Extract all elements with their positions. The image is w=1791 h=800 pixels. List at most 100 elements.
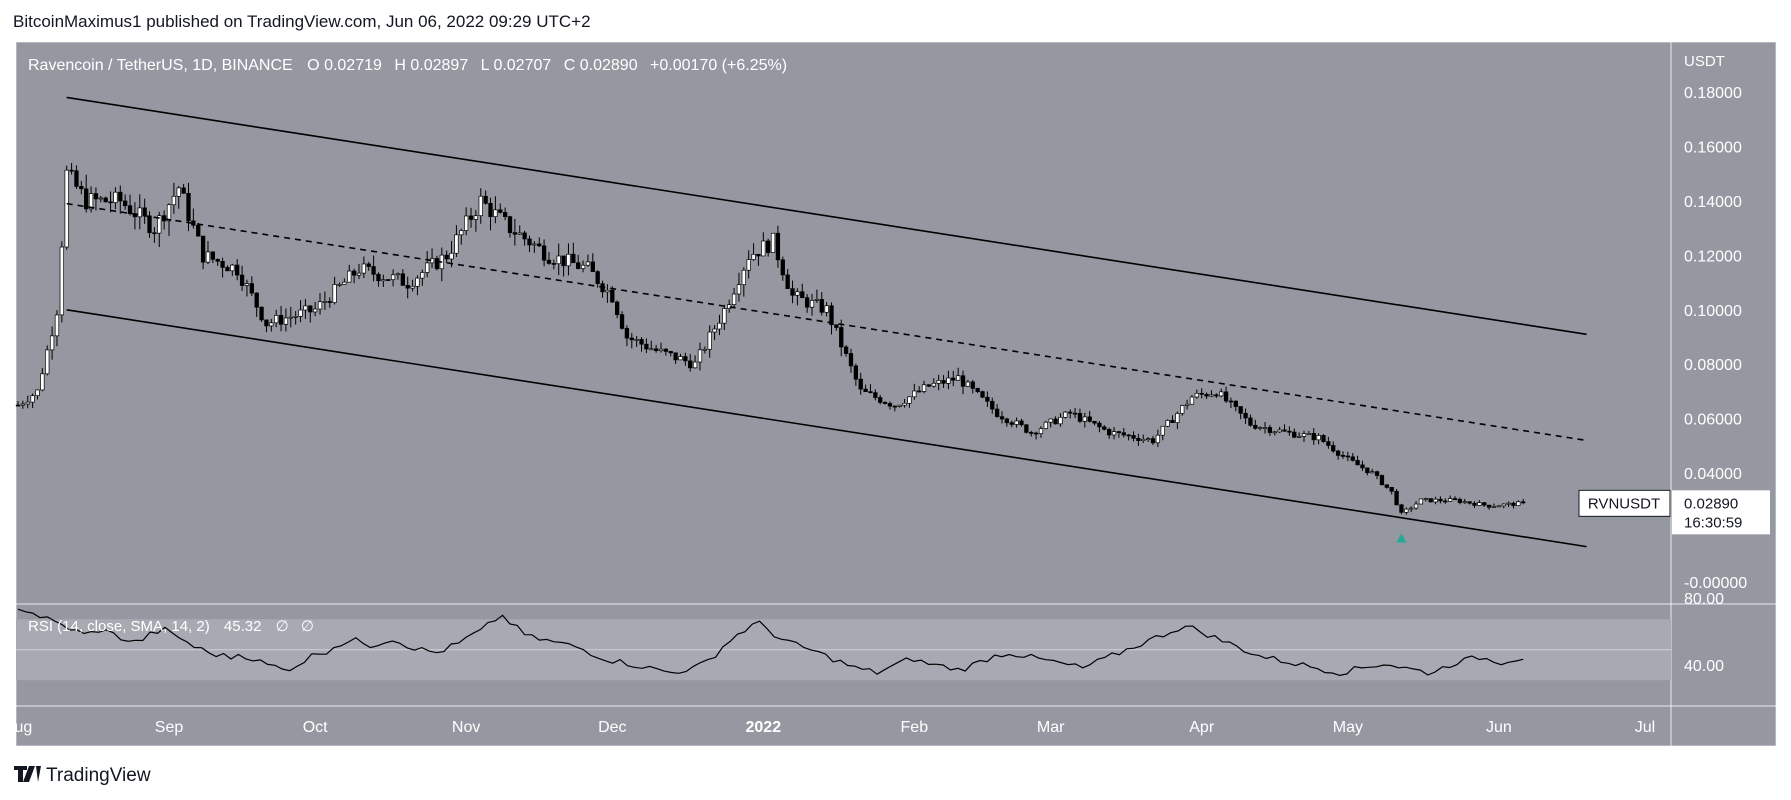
candle-body bbox=[371, 266, 376, 275]
candle-body bbox=[269, 322, 274, 327]
time-tick: Mar bbox=[1037, 719, 1065, 736]
candle-body bbox=[717, 322, 722, 330]
price-tick: 0.10000 bbox=[1684, 303, 1742, 320]
rsi-tick-labels: 80.00 40.00 bbox=[1684, 591, 1724, 675]
candle-body bbox=[1131, 435, 1136, 439]
candle-body bbox=[1116, 431, 1122, 434]
time-tick: 2022 bbox=[746, 719, 782, 736]
candle-body bbox=[1457, 498, 1463, 503]
candle-body bbox=[425, 262, 430, 273]
candle-body bbox=[1223, 391, 1229, 402]
candle-body bbox=[585, 261, 591, 266]
candle-body bbox=[230, 264, 235, 272]
candle-body bbox=[312, 308, 318, 313]
symbol-legend[interactable]: Ravencoin / TetherUS, 1D, BINANCE O 0.02… bbox=[28, 57, 787, 74]
price-pane[interactable] bbox=[16, 42, 1671, 604]
candle-body bbox=[337, 284, 342, 286]
candle-body bbox=[1033, 432, 1039, 435]
tradingview-logo[interactable]: TradingView bbox=[14, 765, 151, 786]
price-tick: 0.14000 bbox=[1684, 194, 1742, 211]
candle-body bbox=[157, 215, 162, 234]
candle-body bbox=[454, 234, 459, 254]
price-tick: 0.18000 bbox=[1684, 85, 1742, 102]
last-price-value: 0.02890 bbox=[1684, 495, 1738, 512]
candle-body bbox=[220, 261, 225, 268]
legend-open-label: O bbox=[307, 57, 319, 74]
mid-channel bbox=[66, 202, 1587, 442]
candle-body bbox=[780, 259, 785, 276]
candle-body bbox=[342, 281, 347, 285]
candle-body bbox=[824, 305, 829, 313]
price-scale[interactable] bbox=[1671, 42, 1776, 706]
candle-body bbox=[274, 315, 279, 324]
legend-change: +0.00170 (+6.25%) bbox=[650, 57, 787, 74]
candle-body bbox=[1438, 498, 1443, 502]
candle-body bbox=[113, 191, 118, 203]
ticker-tag-box bbox=[1578, 489, 1671, 517]
price-tick: 0.06000 bbox=[1684, 412, 1742, 429]
candle-series bbox=[15, 162, 1526, 515]
candle-body bbox=[741, 269, 746, 286]
candle-body bbox=[244, 283, 250, 286]
candle-body bbox=[912, 390, 917, 398]
candle-body bbox=[1038, 428, 1044, 435]
candle-body bbox=[956, 375, 961, 381]
candle-body bbox=[692, 361, 698, 369]
candle-body bbox=[702, 348, 707, 351]
candle-body bbox=[1214, 394, 1219, 397]
candle-body bbox=[1136, 437, 1141, 441]
candle-body bbox=[1384, 484, 1389, 488]
candle-body bbox=[546, 259, 552, 264]
rsi-legend-extra1: ∅ bbox=[276, 618, 289, 635]
rsi-legend[interactable]: RSI (14, close, SMA, 14, 2) 45.32 ∅ ∅ bbox=[28, 618, 314, 635]
candle-body bbox=[1267, 427, 1273, 433]
candle-body bbox=[1107, 429, 1112, 436]
candle-body bbox=[20, 403, 26, 406]
candle-body bbox=[1379, 475, 1385, 486]
candle-body bbox=[444, 254, 449, 260]
candle-body bbox=[1418, 498, 1424, 505]
candle-body bbox=[473, 215, 479, 220]
candle-body bbox=[1272, 431, 1277, 434]
candle-body bbox=[921, 384, 927, 392]
price-tick: 0.16000 bbox=[1684, 139, 1742, 156]
candle-body bbox=[1399, 504, 1404, 513]
candle-body bbox=[356, 272, 362, 276]
candle-body bbox=[166, 204, 172, 222]
candle-body bbox=[1243, 412, 1248, 419]
candle-body bbox=[1121, 432, 1126, 436]
time-axis[interactable] bbox=[16, 706, 1776, 746]
candle-body bbox=[946, 377, 951, 384]
time-tick: Feb bbox=[901, 719, 929, 736]
candle-body bbox=[1238, 406, 1243, 414]
candle-body bbox=[848, 353, 854, 367]
candle-body bbox=[1170, 420, 1175, 423]
legend-high-label: H bbox=[394, 57, 406, 74]
candle-body bbox=[1311, 433, 1316, 441]
candle-body bbox=[74, 170, 79, 187]
candle-body bbox=[551, 263, 556, 265]
candle-body bbox=[683, 356, 688, 362]
candle-body bbox=[1452, 498, 1458, 500]
candle-body bbox=[249, 283, 254, 294]
candle-body bbox=[1292, 431, 1297, 438]
rsi-line bbox=[17, 608, 1524, 677]
candle-body bbox=[512, 232, 518, 235]
candle-body bbox=[1072, 412, 1078, 415]
candle-body bbox=[615, 301, 620, 315]
candle-body bbox=[176, 187, 181, 197]
candle-body bbox=[571, 253, 576, 264]
candle-body bbox=[1150, 438, 1156, 444]
lower-channel bbox=[66, 308, 1587, 548]
candle-body bbox=[1253, 424, 1258, 429]
candle-body bbox=[731, 293, 737, 306]
candle-body bbox=[1048, 418, 1053, 423]
candle-body bbox=[449, 252, 454, 260]
candle-body bbox=[814, 299, 820, 301]
candle-body bbox=[459, 230, 464, 236]
candle-body bbox=[722, 308, 727, 324]
candle-body bbox=[420, 272, 425, 279]
candle-body bbox=[678, 356, 683, 361]
candle-body bbox=[970, 381, 975, 389]
candle-body bbox=[658, 348, 664, 352]
